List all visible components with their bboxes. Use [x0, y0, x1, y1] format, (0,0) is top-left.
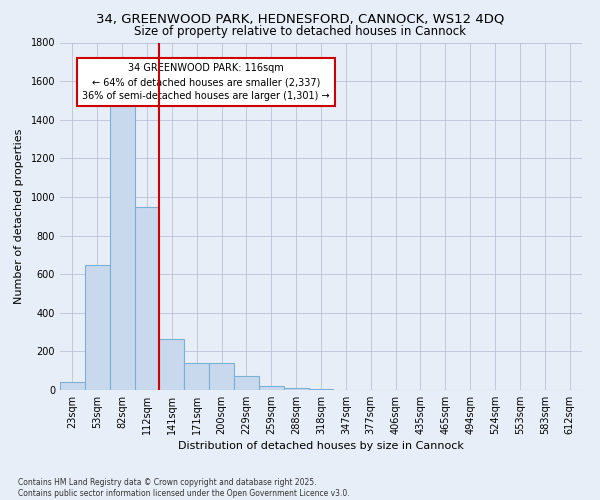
Bar: [134, 206, 160, 390]
Bar: [259, 386, 284, 390]
Bar: [184, 363, 209, 390]
Bar: [160, 339, 184, 390]
Text: 34, GREENWOOD PARK, HEDNESFORD, CANNOCK, WS12 4DQ: 34, GREENWOOD PARK, HEDNESFORD, CANNOCK,…: [96, 12, 504, 26]
X-axis label: Distribution of detached houses by size in Cannock: Distribution of detached houses by size …: [178, 441, 464, 451]
Y-axis label: Number of detached properties: Number of detached properties: [14, 128, 23, 304]
Text: Size of property relative to detached houses in Cannock: Size of property relative to detached ho…: [134, 25, 466, 38]
Text: Contains HM Land Registry data © Crown copyright and database right 2025.
Contai: Contains HM Land Registry data © Crown c…: [18, 478, 350, 498]
Text: 34 GREENWOOD PARK: 116sqm
← 64% of detached houses are smaller (2,337)
36% of se: 34 GREENWOOD PARK: 116sqm ← 64% of detac…: [82, 64, 330, 102]
Bar: [110, 102, 134, 390]
Bar: [85, 264, 110, 390]
Bar: [209, 363, 234, 390]
Bar: [234, 376, 259, 390]
Bar: [284, 388, 308, 390]
Bar: [60, 382, 85, 390]
